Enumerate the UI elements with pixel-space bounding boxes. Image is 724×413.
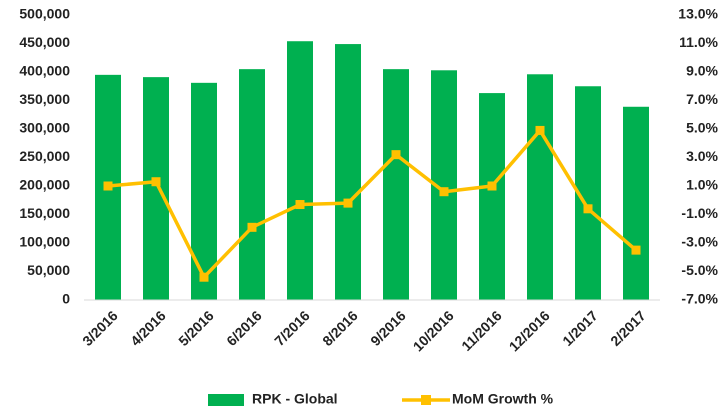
y-tick-label: 500,000: [19, 6, 70, 22]
marker: [247, 222, 257, 232]
x-tick-label: 8/2016: [319, 307, 361, 349]
legend-swatch: [421, 395, 431, 405]
x-tick-label: 6/2016: [223, 307, 265, 349]
x-tick-label: 1/2017: [559, 307, 601, 349]
line: [107, 128, 638, 279]
x-tick-label: 9/2016: [367, 307, 409, 349]
y2-tick-label: 1.0%: [686, 177, 718, 193]
marker: [583, 204, 593, 214]
x-tick-label: 11/2016: [458, 307, 505, 354]
bar: [623, 106, 649, 301]
y2-tick-label: -7.0%: [681, 291, 718, 307]
marker: [439, 187, 449, 197]
x-tick-label: 4/2016: [127, 307, 169, 349]
y2-tick-label: 13.0%: [678, 6, 718, 22]
marker: [343, 198, 353, 208]
y-tick-label: 200,000: [19, 177, 70, 193]
y-tick-label: 450,000: [19, 34, 70, 50]
y-tick-label: 250,000: [19, 148, 70, 164]
bar: [335, 44, 361, 300]
marker: [391, 150, 401, 160]
y2-tick-label: 11.0%: [679, 34, 718, 50]
marker: [151, 177, 161, 187]
y2-tick-label: 3.0%: [686, 148, 718, 164]
bar: [143, 77, 169, 300]
legend-swatch: [208, 394, 244, 406]
bar: [479, 93, 505, 300]
y2-tick-label: 7.0%: [686, 91, 718, 107]
y2-tick-label: -1.0%: [681, 205, 718, 221]
marker: [535, 125, 545, 135]
marker: [631, 245, 641, 255]
y2-tick-label: 9.0%: [686, 63, 718, 79]
y-tick-label: 150,000: [19, 205, 70, 221]
y-tick-label: 300,000: [19, 120, 70, 136]
x-tick-label: 3/2016: [79, 307, 121, 349]
x-tick-label: 12/2016: [506, 307, 553, 354]
x-tick-label: 5/2016: [175, 307, 217, 349]
y-tick-label: 100,000: [19, 234, 70, 250]
marker: [295, 200, 305, 210]
x-tick-label: 2/2017: [607, 307, 649, 349]
bar: [287, 41, 313, 300]
y-tick-label: 50,000: [27, 262, 70, 278]
bar: [383, 69, 409, 301]
y2-tick-label: -5.0%: [681, 262, 718, 278]
y2-tick-label: -3.0%: [681, 234, 718, 250]
y-tick-label: 350,000: [19, 91, 70, 107]
marker: [199, 272, 209, 282]
y2-tick-label: 5.0%: [686, 120, 718, 136]
legend-label: MoM Growth %: [452, 391, 554, 407]
x-tick-label: 7/2016: [271, 307, 313, 349]
y-tick-label: 0: [62, 291, 70, 307]
marker: [487, 181, 497, 191]
legend-label: RPK - Global: [252, 391, 338, 407]
bar: [239, 69, 265, 301]
marker: [103, 181, 113, 191]
bar: [527, 74, 553, 300]
y-tick-label: 400,000: [19, 63, 70, 79]
x-tick-label: 10/2016: [410, 307, 457, 354]
